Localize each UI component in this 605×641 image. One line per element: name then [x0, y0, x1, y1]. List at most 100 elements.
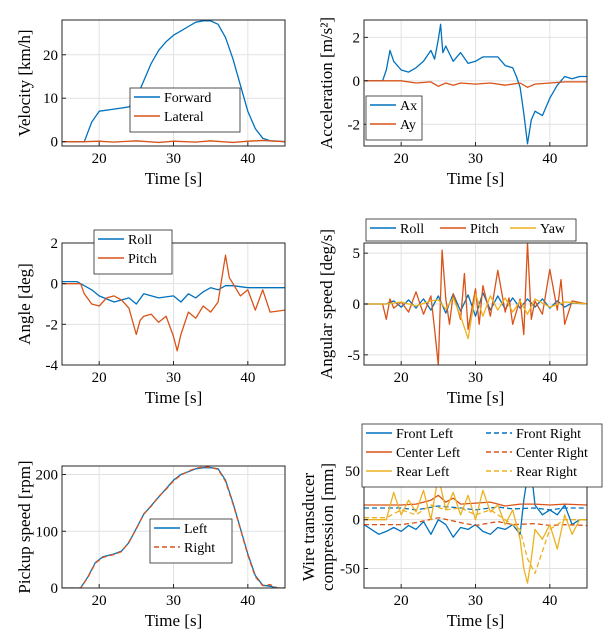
y-tick-label: 0 [353, 74, 361, 90]
chart-angle: 20 30 40 -4 -2 0 2 Time [s] Angle [deg] Roll Pitch [15, 229, 286, 407]
legend-label: Roll [128, 233, 152, 248]
y-axis-label: Angle [deg] [15, 263, 34, 345]
legend-box [365, 95, 423, 141]
chart-angular_speed: 20 30 40 -5 0 5 Time [s] Angular speed [deg/s] R… [317, 218, 588, 407]
legend-label: Ay [400, 118, 416, 133]
legend: Forward Lateral [129, 87, 241, 133]
x-tick-label: 30 [166, 593, 181, 609]
legend-label: Center Left [396, 446, 460, 461]
series-group [62, 466, 285, 588]
x-axis-label: Time [s] [447, 611, 504, 630]
y-tick-label: 2 [51, 236, 59, 252]
series-line-center-right [364, 517, 587, 527]
y-tick-label: 0 [353, 513, 361, 529]
x-tick-label: 20 [394, 370, 409, 386]
y-tick-label: 5 [353, 246, 361, 262]
series-line-rear-left [364, 475, 587, 584]
y-tick-label: -4 [46, 358, 59, 374]
series-group [364, 470, 587, 584]
y-tick-label: 0 [51, 135, 59, 151]
x-tick-label: 20 [394, 151, 409, 167]
y-tick-label: 2 [353, 30, 361, 46]
series-line-right [62, 466, 285, 588]
x-tick-label: 30 [166, 370, 181, 386]
series-line-roll [62, 280, 285, 305]
legend-label: Front Left [396, 427, 453, 442]
series-line-center-left [364, 494, 587, 507]
y-tick-label: -5 [348, 348, 361, 364]
legend-label: Rear Right [516, 465, 577, 480]
legend: Roll Pitch [93, 229, 173, 275]
legend-label: Ax [400, 99, 417, 114]
y-axis-label: Angular speed [deg/s] [317, 229, 336, 379]
x-tick-label: 40 [240, 593, 255, 609]
y-tick-label: 100 [36, 524, 59, 540]
x-tick-label: 30 [468, 151, 483, 167]
x-axis-label: Time [s] [145, 169, 202, 188]
legend-label: Pitch [470, 222, 499, 237]
x-tick-label: 20 [92, 593, 107, 609]
y-tick-label: 0 [51, 581, 59, 597]
series-line-front-left [364, 470, 587, 538]
legend-label: Forward [164, 91, 211, 106]
x-tick-label: 20 [92, 370, 107, 386]
legend-box [361, 423, 603, 488]
legend-box [93, 229, 173, 275]
x-tick-label: 40 [240, 151, 255, 167]
series-group [62, 254, 285, 352]
series-line-lateral [62, 139, 285, 144]
legend: Front Left Front Right Center Left Center R… [361, 423, 603, 488]
series-group [364, 23, 587, 145]
chart-wire_transducer: 20 30 40 -50 0 50 Time [s] Wire transducercompr… [299, 423, 603, 630]
y-tick-label: 50 [345, 464, 360, 480]
x-tick-label: 40 [542, 593, 557, 609]
series-line-ay [364, 80, 587, 88]
legend: Left Right [149, 518, 233, 564]
x-tick-label: 40 [240, 370, 255, 386]
legend-label: Lateral [164, 110, 204, 125]
y-tick-label: 200 [36, 468, 59, 484]
x-tick-label: 40 [542, 151, 557, 167]
x-axis-label: Time [s] [145, 388, 202, 407]
series-line-pitch [62, 254, 285, 352]
legend-label: Yaw [540, 222, 566, 237]
x-tick-label: 30 [166, 151, 181, 167]
y-tick-label: 0 [51, 277, 59, 293]
y-axis-label: Pickup speed [rpm] [15, 460, 34, 593]
legend-label: Left [184, 522, 207, 537]
y-tick-label: -50 [340, 561, 360, 577]
legend-box [149, 518, 233, 564]
legend-box [129, 87, 241, 133]
y-tick-label: 10 [43, 91, 58, 107]
x-tick-label: 20 [92, 151, 107, 167]
x-tick-label: 30 [468, 370, 483, 386]
legend-label: Roll [400, 222, 424, 237]
legend: Roll Pitch Yaw [365, 218, 577, 242]
series-line-front-right [364, 505, 587, 511]
chart-pickup_speed: 20 30 40 0 100 200 Time [s] Pickup speed [rpm] L… [15, 460, 286, 630]
legend: Ax Ay [365, 95, 423, 141]
legend-label: Rear Left [396, 465, 449, 480]
y-tick-label: 0 [353, 297, 361, 313]
x-tick-label: 30 [468, 593, 483, 609]
y-tick-label: -2 [46, 317, 59, 333]
series-line-forward [62, 20, 285, 143]
legend-box [365, 218, 577, 242]
x-axis-label: Time [s] [447, 388, 504, 407]
y-tick-label: -2 [348, 117, 361, 133]
series-line-yaw [364, 293, 587, 340]
y-axis-label: Velocity [km/h] [15, 29, 34, 136]
x-axis-label: Time [s] [447, 169, 504, 188]
chart-velocity: 20 30 40 0 10 20 Time [s] Velocity [km/h] Forwar… [15, 19, 286, 188]
series-group [364, 243, 587, 365]
y-axis-label: Acceleration [m/s²] [317, 17, 336, 149]
legend-label: Center Right [516, 446, 588, 461]
legend-label: Pitch [128, 252, 157, 267]
x-tick-label: 40 [542, 370, 557, 386]
x-axis-label: Time [s] [145, 611, 202, 630]
y-tick-label: 20 [43, 48, 58, 64]
series-group [62, 20, 285, 144]
y-axis-label: Wire transducercompression [mm] [299, 463, 337, 591]
